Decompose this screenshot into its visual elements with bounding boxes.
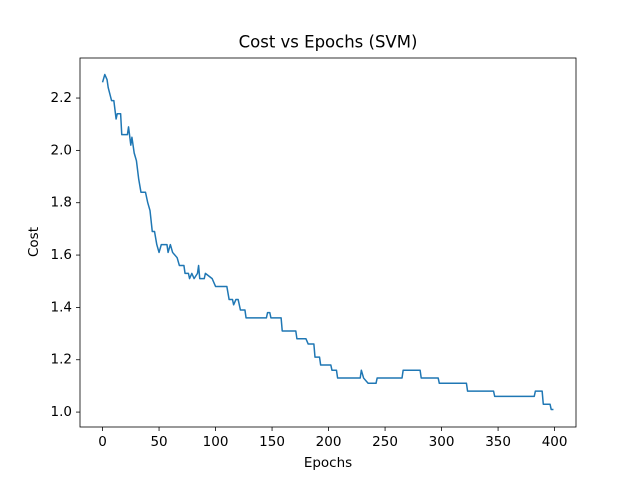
data-line xyxy=(101,73,554,411)
x-tick-label: 0 xyxy=(98,434,107,450)
chart-title: Cost vs Epochs (SVM) xyxy=(239,33,418,52)
y-tick-label: 2.0 xyxy=(51,142,72,158)
y-tick-label: 1.4 xyxy=(51,299,72,315)
x-tick-label: 200 xyxy=(316,434,342,450)
x-tick-label: 300 xyxy=(429,434,455,450)
y-tick-label: 1.2 xyxy=(51,352,72,368)
y-tick-label: 1.6 xyxy=(51,247,72,263)
x-tick-label: 50 xyxy=(150,434,167,450)
y-tick-label: 2.2 xyxy=(51,90,72,106)
x-axis-label: Epochs xyxy=(304,455,352,471)
x-tick-label: 250 xyxy=(372,434,398,450)
x-tick-label: 350 xyxy=(485,434,511,450)
y-tick-label: 1.0 xyxy=(51,404,72,420)
x-tick-label: 400 xyxy=(542,434,568,450)
x-tick-label: 100 xyxy=(203,434,229,450)
x-tick-label: 150 xyxy=(259,434,285,450)
y-axis-label: Cost xyxy=(26,227,42,257)
y-tick-label: 1.8 xyxy=(51,195,72,211)
plot-frame xyxy=(79,57,577,428)
